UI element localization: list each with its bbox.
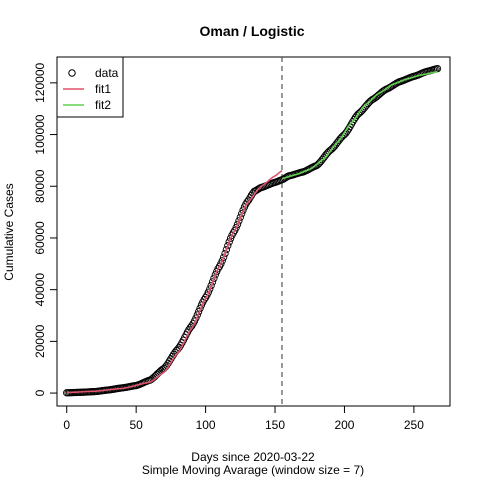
y-tick-label: 40000 — [33, 273, 47, 307]
data-point — [236, 213, 244, 221]
data-point — [219, 253, 228, 261]
data-point — [238, 210, 246, 218]
data-point — [225, 238, 233, 246]
fit1-line — [66, 170, 283, 394]
data-point — [221, 249, 229, 258]
legend-data-symbol — [68, 69, 76, 77]
data-point — [233, 220, 242, 229]
data-point — [206, 285, 214, 293]
x-tick-label: 100 — [196, 418, 216, 432]
y-tick-label: 0 — [33, 389, 47, 396]
y-tick-label: 100000 — [33, 114, 47, 154]
data-point — [210, 274, 218, 282]
x-axis-label: Days since 2020-03-22 — [191, 450, 315, 464]
data-point — [218, 257, 226, 265]
x-axis: 0 50 100 150 200 250 — [63, 405, 424, 432]
data-point — [207, 281, 215, 290]
y-tick-label: 60000 — [33, 221, 47, 255]
data-point — [208, 278, 217, 286]
y-axis: 0 20000 40000 60000 80000 100000 120000 — [33, 63, 58, 396]
legend-fit2-label: fit2 — [95, 98, 111, 112]
y-tick-label: 20000 — [33, 324, 47, 358]
data-point — [239, 206, 247, 214]
data-point — [204, 288, 213, 296]
y-tick-label: 120000 — [33, 63, 47, 103]
y-tick-label: 80000 — [33, 169, 47, 203]
x-tick-label: 200 — [334, 418, 354, 432]
data-point — [211, 271, 219, 279]
legend-fit1-label: fit1 — [95, 82, 111, 96]
data-point — [222, 245, 231, 254]
chart-title: Oman / Logistic — [199, 23, 304, 39]
legend-box — [56, 56, 124, 118]
x-tick-label: 250 — [404, 418, 424, 432]
y-axis-label: Cumulative Cases — [2, 183, 16, 280]
legend: data fit1 fit2 — [56, 56, 124, 118]
legend-data-label: data — [95, 66, 119, 80]
x-tick-label: 0 — [63, 418, 70, 432]
x-tick-label: 50 — [129, 418, 143, 432]
x-axis-subtitle: Simple Moving Avarage (window size = 7) — [142, 463, 364, 477]
x-tick-label: 150 — [265, 418, 285, 432]
data-point — [235, 217, 243, 225]
data-point — [232, 223, 240, 232]
fit2-line — [281, 70, 438, 180]
data-point — [224, 242, 232, 250]
